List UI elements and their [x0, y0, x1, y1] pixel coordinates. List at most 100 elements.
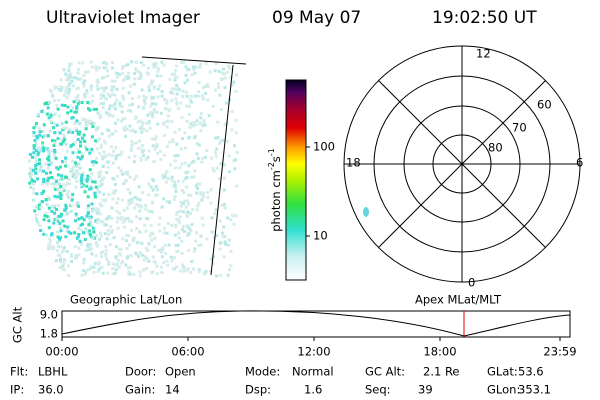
- pixel: [128, 243, 131, 247]
- pixel: [83, 79, 87, 83]
- pixel: [70, 260, 73, 263]
- pixel: [32, 146, 36, 150]
- pixel: [129, 129, 133, 133]
- pixel: [182, 191, 186, 195]
- pixel: [66, 264, 70, 268]
- pixel: [31, 155, 34, 159]
- pixel: [119, 153, 123, 157]
- pixel: [105, 86, 108, 90]
- pixel: [62, 187, 66, 191]
- pixel: [80, 173, 84, 177]
- pixel: [66, 195, 70, 199]
- pixel: [60, 103, 64, 107]
- pixel: [120, 150, 124, 154]
- pixel: [95, 107, 98, 111]
- pixel: [223, 86, 227, 90]
- pixel: [199, 243, 203, 247]
- pixel: [143, 255, 147, 259]
- pixel: [166, 263, 170, 267]
- pixel: [77, 204, 80, 208]
- pixel: [165, 144, 169, 148]
- pixel: [122, 208, 126, 212]
- pixel: [180, 60, 183, 64]
- pixel: [46, 106, 50, 110]
- pixel: [80, 101, 84, 104]
- timeline-tick: 9.0: [40, 308, 58, 322]
- pixel: [110, 61, 114, 64]
- pixel: [197, 81, 201, 84]
- pixel: [170, 87, 174, 91]
- pixel: [179, 101, 183, 105]
- pixel: [187, 104, 191, 108]
- pixel: [138, 274, 142, 278]
- pixel: [67, 68, 71, 72]
- pixel: [76, 138, 80, 141]
- pixel: [113, 79, 117, 83]
- pixel: [53, 217, 57, 221]
- pixel: [80, 155, 84, 159]
- pixel: [29, 170, 33, 174]
- pixel: [192, 249, 196, 253]
- pixel: [55, 249, 59, 253]
- pixel: [234, 90, 238, 94]
- pixel: [87, 223, 91, 227]
- pixel: [103, 61, 107, 65]
- pixel: [183, 229, 186, 233]
- status-label: Flt:: [10, 365, 28, 379]
- pixel: [170, 259, 174, 263]
- pixel: [229, 249, 233, 253]
- pixel: [115, 209, 119, 213]
- pixel: [105, 237, 109, 241]
- pixel: [130, 220, 134, 224]
- pixel: [40, 147, 44, 151]
- pixel: [186, 210, 190, 214]
- pixel: [75, 97, 79, 100]
- pixel: [91, 235, 95, 239]
- pixel: [55, 207, 58, 211]
- pixel: [33, 209, 37, 213]
- pixel: [68, 74, 72, 78]
- pixel: [188, 112, 191, 116]
- pixel: [139, 74, 143, 78]
- pixel: [178, 215, 182, 219]
- pixel: [155, 144, 159, 148]
- pixel: [207, 114, 211, 117]
- pixel: [61, 264, 65, 268]
- pixel: [173, 194, 177, 198]
- pixel: [172, 72, 176, 76]
- pixel: [38, 224, 42, 228]
- pixel: [111, 114, 115, 118]
- pixel: [35, 135, 39, 138]
- pixel: [96, 126, 100, 130]
- pixel: [76, 99, 80, 103]
- pixel: [227, 170, 231, 174]
- pixel: [119, 253, 123, 257]
- pixel: [91, 226, 95, 230]
- pixel: [38, 162, 41, 165]
- pixel: [155, 264, 159, 268]
- pixel: [29, 185, 33, 189]
- unit: s: [269, 156, 283, 162]
- pixel: [218, 219, 222, 223]
- pixel: [121, 260, 125, 263]
- pixel: [75, 180, 79, 184]
- pixel: [177, 88, 181, 92]
- pixel: [76, 93, 80, 97]
- pixel: [185, 268, 189, 272]
- pixel: [36, 177, 39, 181]
- pixel: [205, 149, 209, 152]
- pixel: [79, 140, 83, 144]
- pixel: [83, 145, 87, 149]
- pixel: [102, 150, 106, 154]
- pixel: [30, 172, 34, 176]
- pixel: [139, 71, 142, 75]
- pixel: [75, 236, 79, 240]
- pixel: [151, 144, 155, 148]
- pixel: [186, 233, 190, 237]
- pixel: [83, 272, 87, 276]
- time-label: 23:59: [543, 345, 576, 359]
- pixel: [149, 231, 153, 235]
- pixel: [130, 97, 134, 100]
- pixel: [197, 143, 201, 147]
- pixel: [28, 159, 31, 163]
